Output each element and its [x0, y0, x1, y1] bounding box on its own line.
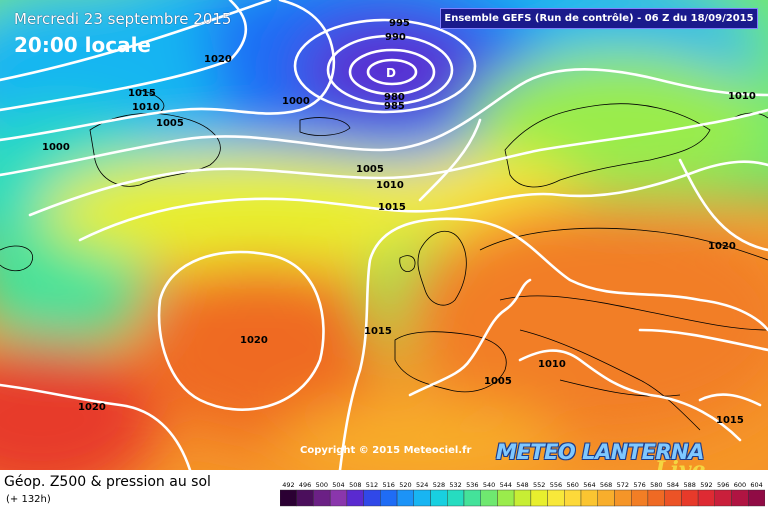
scale-tick-label: 492 — [282, 481, 294, 489]
scale-tick-label: 532 — [449, 481, 461, 489]
scale-swatch — [363, 489, 381, 507]
isobar-label: 990 — [385, 32, 406, 43]
scale-tick-label: 596 — [717, 481, 729, 489]
isobar-label: 1010 — [728, 91, 756, 102]
isobar-label: 1010 — [132, 102, 160, 113]
scale-tick-label: 592 — [700, 481, 712, 489]
scale-swatch — [647, 489, 665, 507]
scale-swatch — [463, 489, 481, 507]
scale-tick-label: 516 — [382, 481, 394, 489]
isobar-label: 1010 — [376, 180, 404, 191]
scale-tick-label: 580 — [650, 481, 662, 489]
scale-tick-label: 540 — [483, 481, 495, 489]
forecast-lead-time: (+ 132h) — [6, 494, 51, 505]
scale-tick-label: 568 — [600, 481, 612, 489]
scale-swatch — [731, 489, 749, 507]
isobar-label: 1005 — [156, 118, 184, 129]
color-scale: 492 496 500 504 508 512 516 520 524 528 532 536 540 5… — [280, 481, 765, 507]
scale-tick-label: 496 — [299, 481, 311, 489]
scale-swatch — [530, 489, 548, 507]
scale-swatch — [413, 489, 431, 507]
scale-tick-label: 572 — [617, 481, 629, 489]
scale-swatch — [346, 489, 364, 507]
isobar-label: 1020 — [78, 402, 106, 413]
scale-swatch — [430, 489, 448, 507]
scale-tick-label: 548 — [516, 481, 528, 489]
isobar-labels: 995 990 980 985 1020 1015 1010 1005 1000… — [42, 18, 756, 426]
scale-swatch — [614, 489, 632, 507]
legend-title: Géop. Z500 & pression au sol — [4, 474, 211, 490]
scale-tick-label: 576 — [633, 481, 645, 489]
scale-tick-label: 508 — [349, 481, 361, 489]
isobar-label: 1015 — [364, 326, 392, 337]
scale-swatch — [296, 489, 314, 507]
scale-tick-label: 536 — [466, 481, 478, 489]
scale-tick-label: 564 — [583, 481, 595, 489]
brand-logo: METEO LANTERNA — [496, 440, 704, 464]
scale-swatch — [480, 489, 498, 507]
scale-tick-label: 500 — [316, 481, 328, 489]
scale-swatch — [497, 489, 515, 507]
forecast-time: 20:00 locale — [14, 33, 151, 57]
isobar-label: 1020 — [204, 54, 232, 65]
scale-tick-label: 544 — [500, 481, 512, 489]
scale-swatch — [564, 489, 582, 507]
scale-tick-label: 504 — [332, 481, 344, 489]
scale-swatch — [681, 489, 699, 507]
isobar-label: 1000 — [282, 96, 310, 107]
scale-swatch — [597, 489, 615, 507]
scale-swatch — [313, 489, 331, 507]
low-pressure-marker: D — [386, 66, 396, 80]
isobar-label: 1020 — [240, 335, 268, 346]
geopotential-field — [0, 0, 768, 470]
scale-tick-label: 560 — [566, 481, 578, 489]
forecast-date: Mercredi 23 septembre 2015 — [14, 10, 232, 28]
scale-tick-label: 588 — [683, 481, 695, 489]
isobar-label: 980 — [384, 92, 405, 103]
scale-swatch — [631, 489, 649, 507]
scale-tick-label: 524 — [416, 481, 428, 489]
scale-swatch — [547, 489, 565, 507]
scale-tick-label: 600 — [734, 481, 746, 489]
coastlines — [0, 89, 768, 431]
isobar-label: 1015 — [716, 415, 744, 426]
weather-map: 995 990 980 985 1020 1015 1010 1005 1000… — [0, 0, 768, 470]
isobar-label: 1000 — [42, 142, 70, 153]
scale-tick-label: 512 — [366, 481, 378, 489]
scale-tick-label: 556 — [550, 481, 562, 489]
isobar-label: 1015 — [378, 202, 406, 213]
isobar-label: 1020 — [708, 241, 736, 252]
model-run-label: Ensemble GEFS (Run de contrôle) - 06 Z d… — [440, 8, 758, 29]
scale-swatch — [697, 489, 716, 507]
scale-tick-label: 604 — [750, 481, 762, 489]
scale-tick-label: 552 — [533, 481, 545, 489]
scale-tick-label: 520 — [399, 481, 411, 489]
isobar-label: 1005 — [356, 164, 384, 175]
copyright-notice: Copyright © 2015 Meteociel.fr — [300, 445, 472, 456]
scale-swatch — [446, 489, 465, 507]
scale-swatch — [380, 489, 398, 507]
isobar-label: 985 — [384, 101, 405, 112]
scale-swatch — [513, 489, 532, 507]
scale-swatch — [580, 489, 598, 507]
scale-swatch — [330, 489, 348, 507]
isobar-label: 1010 — [538, 359, 566, 370]
scale-swatch — [714, 489, 732, 507]
scale-swatch — [280, 489, 297, 507]
scale-tick-label: 584 — [667, 481, 679, 489]
isobar-label: 1015 — [128, 88, 156, 99]
scale-swatch — [396, 489, 414, 507]
isobar-label: 995 — [389, 18, 410, 29]
scale-swatch — [748, 489, 765, 507]
isobar-label: 1005 — [484, 376, 512, 387]
scale-tick-label: 528 — [433, 481, 445, 489]
scale-swatch — [664, 489, 682, 507]
isobars — [0, 0, 768, 470]
